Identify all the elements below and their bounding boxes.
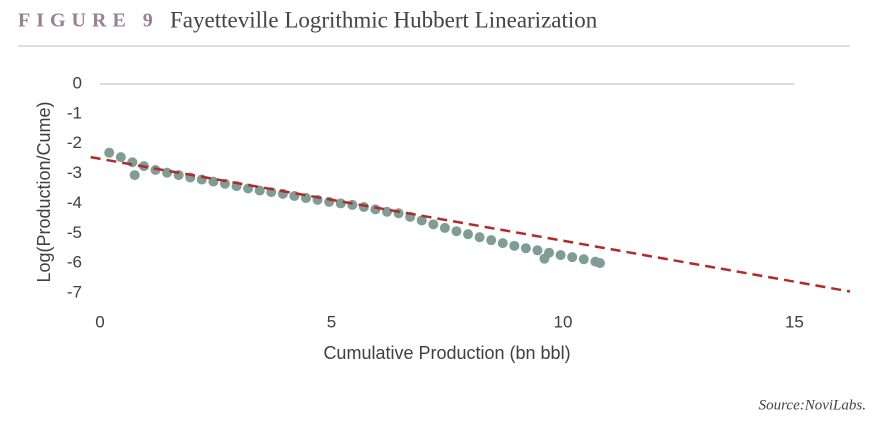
x-tick-label: 5 [327,312,336,331]
scatter-point [254,185,265,196]
scatter-point [486,235,497,246]
scatter-point [129,170,140,181]
scatter-point [539,253,550,264]
scatter-point [382,206,393,217]
y-tick-label: -3 [67,163,82,182]
trend-line [90,155,851,293]
scatter-point [289,190,300,201]
figure-label: FIGURE 9 [18,10,159,32]
scatter-point [347,199,358,210]
y-tick-label: -2 [67,133,82,152]
scatter-point [115,152,126,163]
scatter-point [104,147,115,158]
scatter-point [439,222,450,233]
scatter-point [162,167,173,178]
scatter-point [428,219,439,230]
source-note: Source:NoviLabs. [759,397,866,413]
scatter-point [555,250,566,261]
scatter-point [578,254,589,265]
y-tick-label: -7 [67,282,82,301]
scatter-point [520,243,531,254]
scatter-point [208,176,219,187]
scatter-point [416,215,427,226]
scatter-point [509,240,520,251]
x-tick-label: 0 [95,312,104,331]
y-axis-label: Log(Production/Cume) [34,101,54,282]
y-tick-label: 0 [73,73,82,92]
scatter-point [463,229,474,240]
x-tick-label: 10 [553,312,572,331]
y-tick-label: -4 [67,193,82,212]
scatter-point [150,164,161,175]
scatter-point [474,232,485,243]
x-tick-label: 15 [785,312,804,331]
scatter-point [594,258,605,269]
y-tick-label: -1 [67,103,82,122]
y-tick-label: -5 [67,223,82,242]
scatter-point [335,198,346,209]
scatter-point [567,252,578,263]
scatter-point [532,245,543,256]
y-tick-label: -6 [67,253,82,272]
scatter-point [451,226,462,237]
scatter-point [497,238,508,249]
scatter-point [127,157,138,168]
x-axis-label: Cumulative Production (bn bbl) [323,343,570,363]
chart-title: Fayetteville Logrithmic Hubbert Lineariz… [170,7,598,32]
